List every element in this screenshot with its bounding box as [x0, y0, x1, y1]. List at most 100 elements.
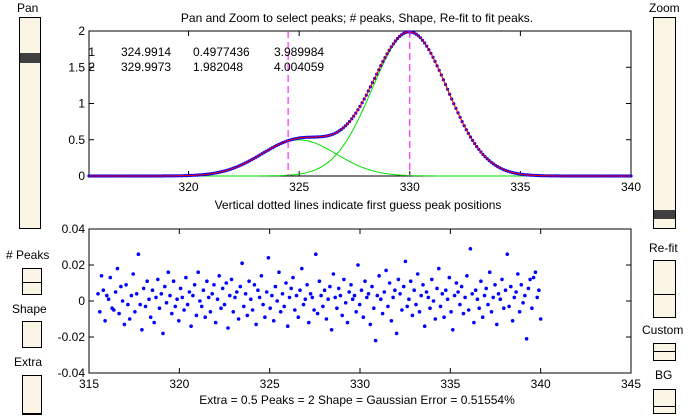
residual-point: [164, 301, 169, 305]
residual-point: [312, 308, 316, 312]
residual-point: [335, 306, 339, 311]
refit-button[interactable]: [653, 260, 676, 318]
top-plot-xlabel: Vertical dotted lines indicate first gue…: [215, 198, 502, 212]
residual-point: [461, 311, 466, 316]
residual-point: [156, 277, 160, 282]
residual-point: [270, 293, 274, 298]
residual-point: [389, 319, 394, 323]
residual-point: [136, 252, 141, 256]
residual-point: [138, 302, 142, 307]
residual-point: [495, 322, 499, 327]
residual-point: [375, 293, 380, 298]
residual-point: [101, 288, 106, 293]
residual-point: [414, 302, 418, 307]
residual-point: [141, 286, 146, 291]
top-plot-title: Pan and Zoom to select peaks; # peaks, S…: [181, 11, 533, 25]
npeaks-button[interactable]: [22, 268, 42, 295]
residual-point: [257, 295, 262, 300]
residual-point: [470, 292, 475, 296]
bottom-xtick-label: 335: [440, 377, 460, 391]
residual-point: [422, 324, 427, 329]
refit-label: Re-fit: [649, 241, 678, 255]
bottom-ytick-label: 0.02: [62, 258, 86, 272]
bottom-xtick-label: 345: [621, 377, 641, 391]
residual-point: [359, 288, 364, 293]
residual-point: [293, 308, 297, 312]
residual-point: [415, 272, 420, 276]
residual-point: [157, 306, 162, 311]
pan-slider-thumb[interactable]: [20, 53, 40, 63]
residual-point: [419, 293, 424, 298]
residual-point: [277, 270, 281, 275]
residual-point: [438, 304, 443, 309]
residual-point: [342, 277, 346, 282]
residual-point: [143, 304, 148, 309]
residual-point: [184, 275, 188, 280]
peak-table-index: 1: [88, 45, 95, 59]
residual-point: [533, 270, 538, 275]
residual-point: [192, 283, 197, 287]
residual-point: [340, 313, 345, 318]
shape-label: Shape: [12, 302, 47, 316]
residual-point: [333, 295, 338, 300]
residual-point: [228, 293, 232, 298]
residual-point: [500, 277, 504, 282]
residual-point: [465, 274, 469, 278]
residual-point: [229, 277, 234, 282]
bottom-plot-frame: [88, 228, 632, 374]
npeaks-divider: [23, 282, 41, 283]
residual-point: [191, 293, 195, 298]
top-xtick-label: 320: [179, 180, 199, 194]
residual-point: [479, 279, 483, 284]
peak-table-index: 2: [88, 60, 95, 74]
residual-point: [412, 288, 417, 293]
residual-point: [199, 304, 204, 309]
residual-point: [161, 331, 165, 336]
peak-table-position: 329.9973: [121, 60, 171, 74]
zoom-slider[interactable]: [653, 17, 676, 229]
residual-point: [379, 297, 383, 302]
residual-point: [226, 326, 230, 330]
residual-point: [119, 284, 123, 289]
residual-point: [437, 266, 441, 271]
residual-point: [98, 310, 102, 314]
residual-point: [350, 297, 355, 302]
residual-point: [240, 261, 244, 266]
residual-point: [271, 319, 276, 323]
peak-table-height: 1.982048: [193, 60, 243, 74]
residual-point: [477, 306, 482, 311]
residual-point: [243, 292, 248, 296]
residual-point: [326, 297, 330, 302]
residual-point: [363, 279, 367, 284]
residual-point: [182, 308, 186, 312]
residual-point: [329, 328, 334, 332]
residual-point: [285, 324, 290, 329]
residual-point: [449, 310, 453, 314]
residual-point: [512, 295, 517, 300]
top-ytick-label: 1.5: [68, 60, 85, 74]
bg-button[interactable]: [653, 389, 676, 414]
residual-point: [514, 290, 518, 294]
residual-point: [472, 320, 476, 325]
extra-slider[interactable]: [22, 375, 42, 415]
residual-point: [343, 301, 348, 305]
residual-point: [273, 284, 278, 289]
pan-slider[interactable]: [19, 17, 41, 229]
residual-point: [433, 317, 438, 321]
residual-point: [386, 304, 390, 309]
shape-button[interactable]: [22, 321, 42, 348]
zoom-slider-thumb[interactable]: [654, 210, 675, 219]
residual-point: [189, 324, 193, 329]
residual-point: [475, 297, 480, 302]
top-ytick-label: 1: [78, 97, 85, 111]
residual-point: [231, 310, 236, 314]
residual-point: [352, 293, 357, 298]
top-xtick-label: 335: [510, 180, 530, 194]
residual-point: [426, 295, 431, 300]
residual-point: [452, 293, 457, 298]
residual-point: [391, 295, 395, 300]
custom-button[interactable]: [653, 343, 676, 361]
residual-point: [298, 288, 302, 293]
residual-point: [108, 275, 113, 280]
